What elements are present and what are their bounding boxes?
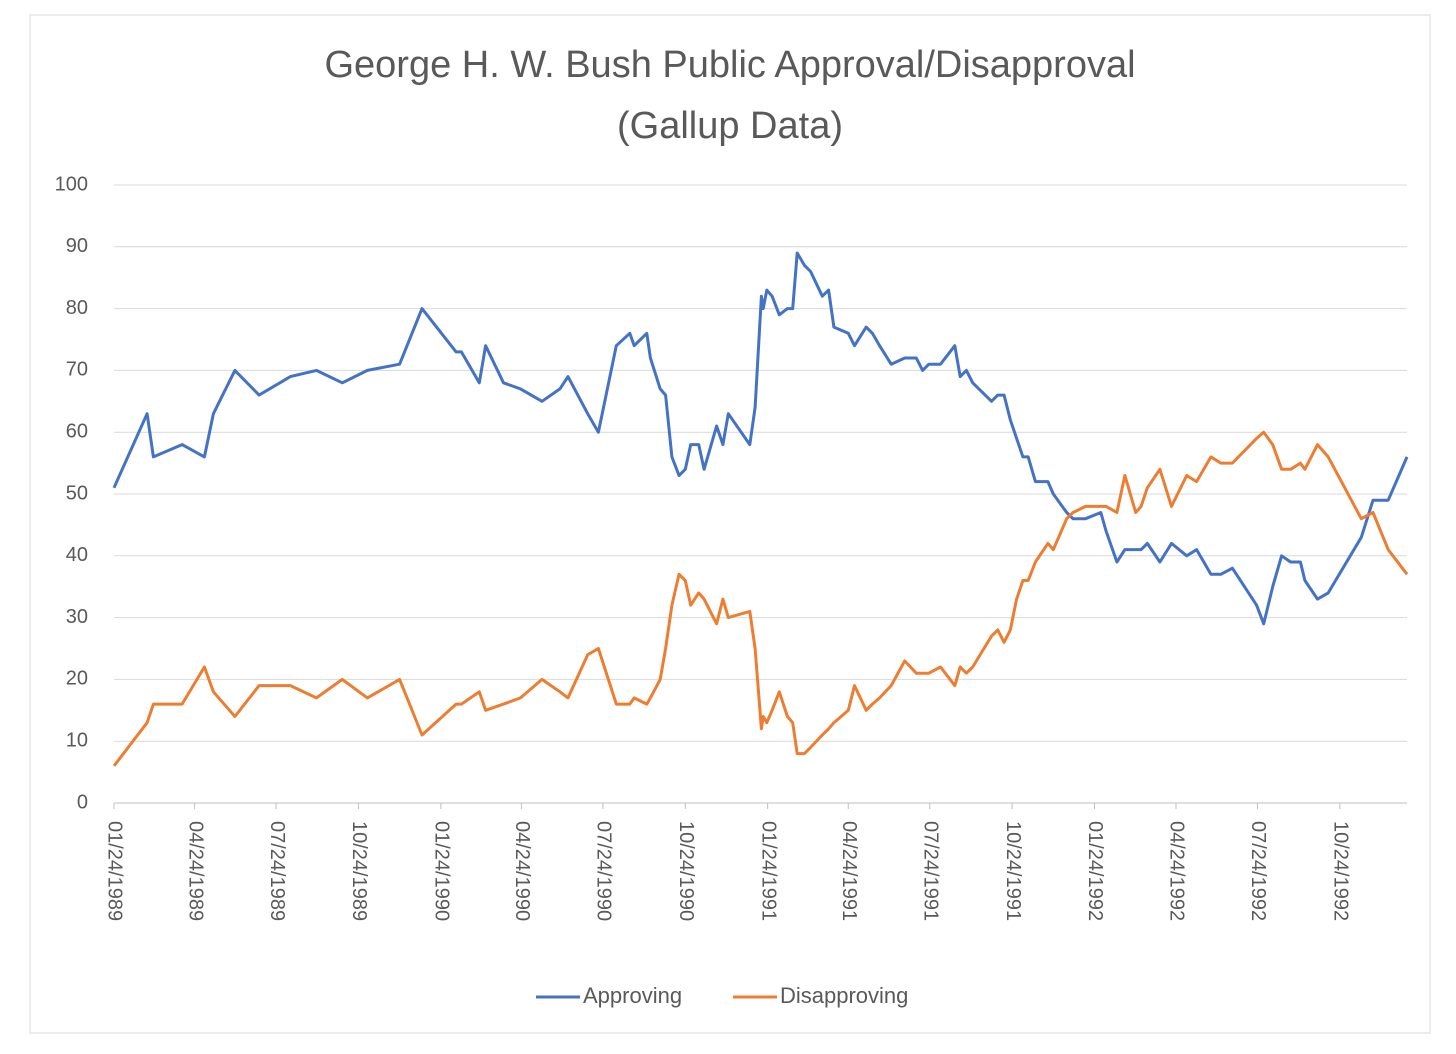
x-tick-label: 01/24/1990 bbox=[431, 821, 453, 921]
y-tick-label: 100 bbox=[55, 173, 88, 195]
x-tick-label: 01/24/1992 bbox=[1084, 821, 1106, 921]
x-tick-label: 10/24/1991 bbox=[1002, 821, 1024, 921]
x-tick-label: 07/24/1989 bbox=[266, 821, 288, 921]
x-tick-label: 04/24/1989 bbox=[184, 821, 206, 921]
x-tick-label: 04/24/1990 bbox=[511, 821, 533, 921]
legend-label: Approving bbox=[583, 983, 682, 1008]
x-tick-label: 10/24/1990 bbox=[675, 821, 697, 921]
legend-label: Disapproving bbox=[780, 983, 908, 1008]
x-tick-label: 01/24/1991 bbox=[757, 821, 779, 921]
x-tick-label: 01/24/1989 bbox=[104, 821, 126, 921]
y-tick-label: 90 bbox=[66, 235, 88, 257]
y-tick-label: 60 bbox=[66, 420, 88, 442]
y-tick-label: 20 bbox=[66, 668, 88, 690]
series-line bbox=[112, 430, 1409, 767]
x-tick-label: 07/24/1992 bbox=[1247, 821, 1269, 921]
x-tick-label: 07/24/1991 bbox=[919, 821, 941, 921]
x-tick-label: 10/24/1992 bbox=[1330, 821, 1352, 921]
y-tick-label: 70 bbox=[66, 359, 88, 381]
chart-title: George H. W. Bush Public Approval/Disapp… bbox=[324, 44, 1135, 86]
y-tick-label: 80 bbox=[66, 297, 88, 319]
series-line bbox=[112, 251, 1409, 626]
y-tick-label: 40 bbox=[66, 544, 88, 566]
chart-title: (Gallup Data) bbox=[617, 105, 843, 147]
y-tick-label: 30 bbox=[66, 606, 88, 628]
x-tick-label: 07/24/1990 bbox=[593, 821, 615, 921]
x-tick-label: 04/24/1992 bbox=[1166, 821, 1188, 921]
x-tick-label: 10/24/1989 bbox=[348, 821, 370, 921]
x-tick-label: 04/24/1991 bbox=[838, 821, 860, 921]
y-tick-label: 50 bbox=[66, 482, 88, 504]
y-tick-label: 10 bbox=[66, 729, 88, 751]
chart-frame bbox=[29, 14, 1431, 1034]
y-tick-label: 0 bbox=[77, 791, 88, 813]
